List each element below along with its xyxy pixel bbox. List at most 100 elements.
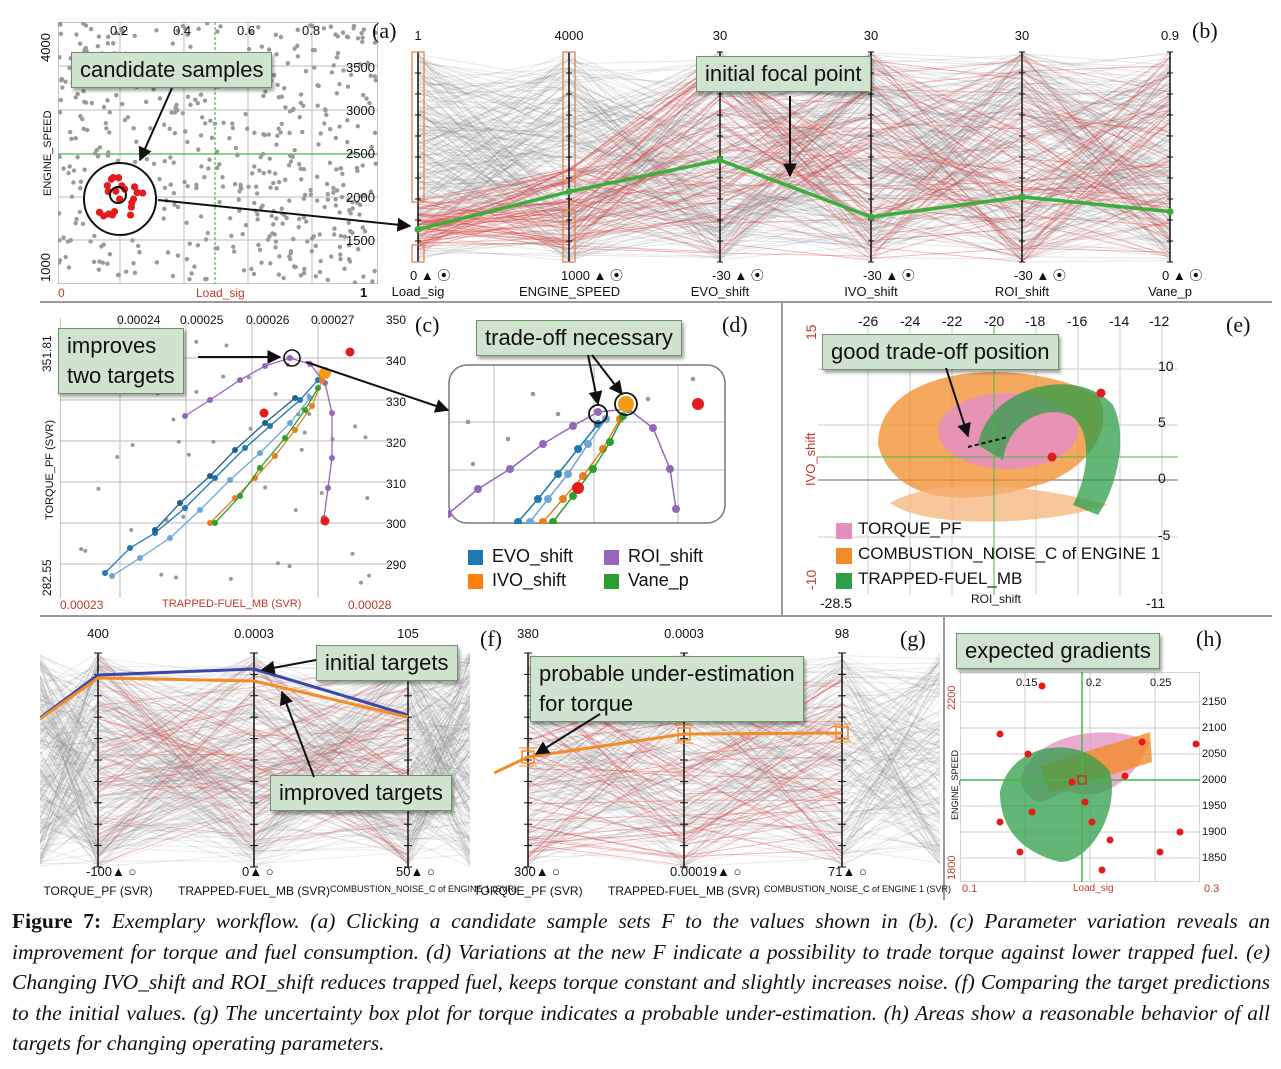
panel-c-sample-point <box>174 575 179 580</box>
panel-g-context-line <box>527 726 940 835</box>
panel-b-context-line <box>417 61 1171 252</box>
panel-g-context-line <box>527 703 940 835</box>
panel-b-context-line <box>417 134 1171 241</box>
panel-b-context-line <box>417 59 1171 254</box>
panel-a-sample-point <box>327 160 333 166</box>
panel-b-candidate-line <box>417 68 1171 218</box>
panel-a-sample-point <box>347 228 353 234</box>
panel-a-sample-point <box>162 206 167 212</box>
panel-a-xmax: 1 <box>360 285 368 300</box>
panel-e-xtick-4: -18 <box>1025 313 1046 329</box>
panel-a-sample-point <box>364 96 369 101</box>
panel-b-candidate-line <box>417 54 1171 263</box>
panel-a-sample-point <box>220 175 225 180</box>
panel-a-xmin: 0 <box>58 286 65 300</box>
panel-b-context-line <box>417 64 1171 258</box>
panel-h-contour <box>960 672 1200 882</box>
panel-b-candidate-line <box>417 111 1171 250</box>
panel-b-context-line <box>417 53 1171 202</box>
panel-a-sample-point <box>355 123 360 129</box>
panel-d-legend-item-3: Vane_p <box>628 570 689 590</box>
panel-b-context-line <box>417 87 1171 245</box>
panel-b-focal-point <box>867 213 875 221</box>
panel-h-sample-point <box>1156 848 1164 856</box>
panel-a-sample-point <box>198 92 204 97</box>
panel-h-sample-point <box>1024 750 1032 758</box>
panel-c-sample-point <box>287 564 292 569</box>
panel-b-candidate-line <box>417 64 1171 237</box>
panel-c-sample-point <box>115 455 120 460</box>
panel-d-legend-item-0: EVO_shift <box>492 546 574 566</box>
panel-a-sample-point <box>372 74 378 79</box>
panel-c-sample-point <box>246 375 251 380</box>
panel-a-sample-point <box>114 93 119 98</box>
panel-c-sample-point <box>211 439 216 444</box>
panel-g-context-line <box>527 695 940 843</box>
panel-a-sample-point <box>173 110 178 115</box>
panel-d-variation-point <box>569 492 577 500</box>
panel-g-context-line <box>527 687 940 812</box>
panel-a-sample-point <box>373 30 378 35</box>
panel-a-sample-point <box>81 126 86 131</box>
panel-b-axis-top-3: 30 <box>863 28 879 43</box>
panel-c-variation-point <box>297 397 303 403</box>
panel-a-sample-point <box>194 182 199 188</box>
panel-a-sample-point <box>58 31 64 36</box>
panel-a-sample-point <box>97 145 103 150</box>
panel-d-sample-point <box>645 396 651 402</box>
panel-b-context-line <box>417 93 1171 259</box>
panel-a-sample-point <box>367 100 372 106</box>
panel-g-context-line <box>527 757 940 847</box>
panel-b-context-line <box>417 73 1171 262</box>
panel-b-context-line <box>417 66 1171 211</box>
panel-c-variation-point <box>212 475 218 481</box>
panel-a-sample-point <box>339 194 345 200</box>
panel-g-context-line <box>527 747 940 849</box>
panel-a-sample-point <box>333 203 339 208</box>
panel-a-sample-point <box>359 30 364 36</box>
panel-b-axis-bottom-5: 0 ▲ ⦿ <box>1162 268 1203 283</box>
panel-g-context-line <box>527 690 940 850</box>
panel-g-context-line <box>527 770 940 843</box>
panel-e-xmax: -11 <box>1146 595 1166 611</box>
panel-a-sample-point <box>328 24 334 29</box>
panel-b-context-line <box>417 67 1171 243</box>
panel-a-sample-point <box>331 63 336 68</box>
panel-f-axis-name-0: TORQUE_PF (SVR) <box>43 884 153 898</box>
panel-c-xtick-1: 0.00025 <box>180 313 224 327</box>
panel-b-context-line <box>417 113 1171 217</box>
panel-b-context-line <box>417 52 1171 246</box>
panel-b-context-line <box>417 68 1171 236</box>
panel-a-sample-point <box>282 86 287 91</box>
panel-c-xmin: 0.00023 <box>60 598 104 612</box>
panel-a-sample-point <box>68 238 73 243</box>
panel-g-context-line <box>527 676 940 824</box>
panel-b-candidate-line <box>417 183 1171 256</box>
legend-swatch <box>468 550 483 565</box>
panel-b-context-line <box>417 106 1171 241</box>
row-separator-1 <box>40 301 1272 303</box>
panel-a-sample-point <box>276 272 282 277</box>
panel-a-sample-point <box>69 194 75 199</box>
panel-c-xtick-0: 0.00024 <box>117 313 161 327</box>
panel-b-candidate-line <box>417 65 1171 250</box>
panel-b-context-line <box>417 112 1171 221</box>
panel-a-sample-point <box>321 26 327 31</box>
panel-a-sample-point <box>175 204 181 210</box>
panel-a-sample-point <box>205 230 211 236</box>
panel-a-sample-point <box>318 131 323 136</box>
panel-g-axis-top-0: 380 <box>517 626 539 641</box>
panel-a-sample-point <box>227 135 232 141</box>
panel-g-context-line <box>527 710 940 864</box>
panel-a-sample-point <box>187 241 192 246</box>
panel-h-sample-point <box>1081 798 1089 806</box>
panel-g-context-line <box>527 784 940 807</box>
panel-h-sample-point <box>1068 778 1076 786</box>
panel-g-context-line <box>527 773 940 860</box>
panel-a-sample-point <box>257 247 263 252</box>
panel-a-label: (a) <box>372 18 397 43</box>
panel-a-sample-point <box>312 48 318 53</box>
panel-g-context-line <box>527 665 940 861</box>
panel-a-sample-point <box>276 126 281 131</box>
panel-a-sample-point <box>81 88 86 94</box>
